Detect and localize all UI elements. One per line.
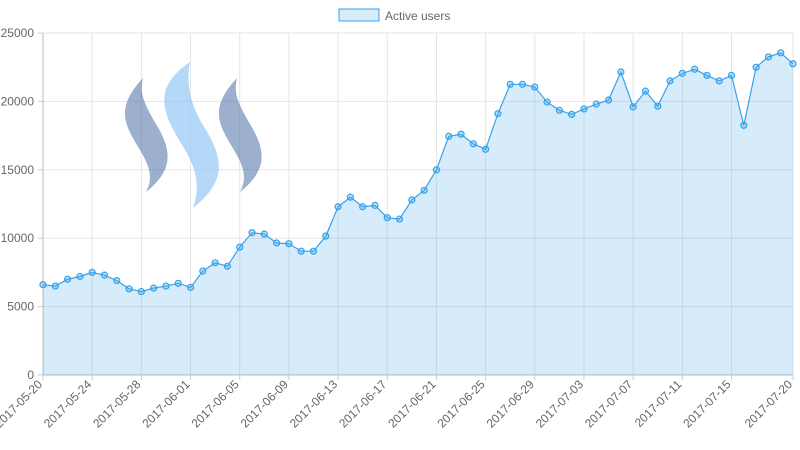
point (408, 196, 416, 204)
x-tick-label: 2017-06-25 (434, 377, 488, 431)
point (137, 287, 145, 296)
point (432, 166, 441, 174)
legend-swatch (338, 8, 380, 22)
x-tick-label: 2017-07-07 (582, 377, 636, 431)
point (518, 80, 527, 88)
point (703, 71, 711, 80)
y-tick-label: 25000 (1, 26, 35, 40)
x-tick-label: 2017-06-17 (336, 377, 390, 431)
point (555, 106, 563, 114)
point (273, 239, 281, 247)
point (740, 121, 748, 129)
point (359, 203, 367, 211)
steem-logo (124, 62, 262, 208)
point (469, 140, 477, 148)
point (76, 272, 84, 281)
point (371, 201, 379, 209)
point (395, 215, 404, 223)
y-tick-label: 10000 (1, 231, 35, 245)
x-tick-label: 2017-06-09 (238, 377, 292, 431)
x-tick-label: 2017-07-20 (742, 377, 796, 431)
point (580, 105, 588, 113)
logo-shape (218, 78, 262, 192)
x-tick-label: 2017-06-01 (139, 377, 193, 431)
point (199, 267, 207, 275)
point (88, 268, 96, 276)
point (223, 262, 232, 270)
y-tick-label: 0 (27, 368, 34, 382)
y-tick-label: 20000 (1, 94, 35, 108)
x-tick-label: 2017-05-24 (41, 377, 95, 431)
x-tick-label: 2017-06-21 (385, 377, 439, 431)
point (457, 130, 465, 138)
point (604, 96, 613, 104)
y-tick-label: 5000 (7, 300, 34, 314)
point (764, 53, 773, 61)
point (789, 60, 797, 68)
point (346, 193, 354, 201)
point (445, 132, 453, 140)
point (752, 63, 760, 71)
x-tick-label: 2017-07-15 (680, 377, 734, 431)
point (383, 214, 391, 222)
x-tick-label: 2017-06-13 (287, 377, 341, 431)
area (43, 52, 793, 376)
point (691, 65, 699, 73)
point (211, 259, 219, 267)
x-tick-label: 2017-06-29 (484, 377, 538, 431)
logo-shape (124, 78, 168, 192)
y-tick-label: 15000 (1, 163, 35, 177)
point (543, 98, 551, 106)
point (285, 240, 293, 248)
point (39, 281, 47, 289)
point (629, 103, 637, 111)
point (617, 68, 625, 76)
point (100, 271, 109, 279)
logo-shape (164, 62, 219, 208)
x-tick-label: 2017-07-03 (533, 377, 587, 431)
x-tick-label: 2017-05-20 (0, 377, 45, 431)
point (322, 232, 330, 240)
point (592, 100, 600, 108)
point (482, 145, 490, 153)
x-tick-label: 2017-06-05 (189, 377, 243, 431)
x-tick-label: 2017-07-11 (632, 377, 685, 430)
x-tick-label: 2017-05-28 (90, 377, 144, 431)
point (531, 83, 539, 91)
point (186, 283, 195, 292)
point (63, 275, 72, 283)
point (506, 80, 514, 88)
point (150, 284, 158, 292)
point (420, 186, 428, 194)
point (666, 77, 674, 85)
point (51, 282, 59, 290)
point (568, 110, 576, 118)
point (248, 229, 256, 237)
point (654, 102, 662, 110)
point (162, 282, 170, 290)
point (334, 203, 342, 211)
point (494, 110, 502, 118)
point (678, 69, 686, 77)
point (113, 277, 121, 285)
legend-label: Active users (385, 9, 450, 23)
point (715, 77, 723, 85)
line (42, 52, 794, 293)
point (309, 247, 318, 255)
point (125, 285, 133, 293)
legend-item: Active users (338, 8, 450, 23)
point (641, 87, 650, 95)
point (777, 49, 785, 57)
point (260, 230, 268, 238)
point (174, 279, 182, 287)
point (727, 71, 736, 80)
point (236, 243, 244, 251)
point (297, 247, 305, 255)
